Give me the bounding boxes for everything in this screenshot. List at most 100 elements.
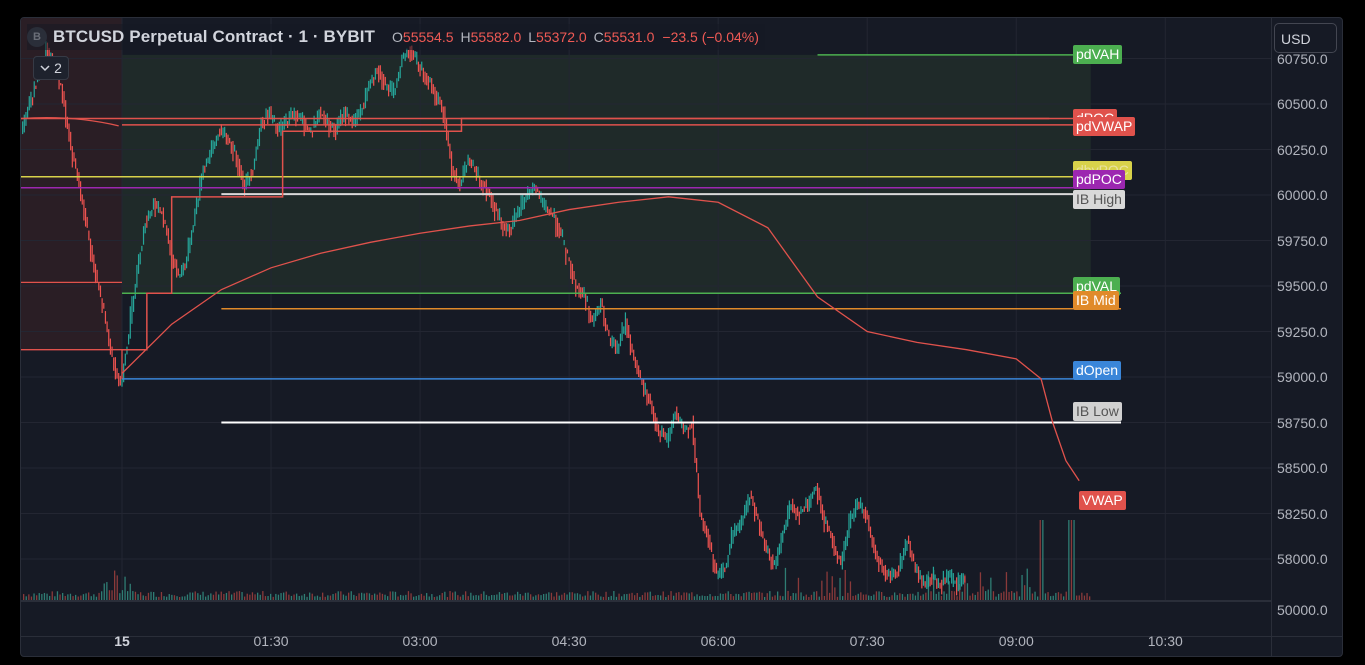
volume-bar: [639, 596, 641, 600]
volume-bar: [1068, 520, 1070, 600]
price-tick: 59000.0: [1277, 369, 1328, 385]
volume-bar: [743, 593, 745, 600]
volume-bar: [735, 593, 737, 600]
volume-bar: [355, 596, 358, 600]
price-axis[interactable]: [1271, 18, 1342, 656]
volume-bar: [777, 591, 779, 600]
volume-bar: [813, 591, 815, 600]
volume-bar: [738, 594, 740, 600]
volume-bar: [223, 594, 225, 600]
price-pane[interactable]: [21, 18, 1271, 600]
volume-bar: [1039, 520, 1041, 600]
volume-bar: [1029, 587, 1031, 600]
collapse-indicators-button[interactable]: 2: [33, 56, 69, 80]
volume-bar: [623, 594, 625, 600]
volume-bar: [186, 594, 189, 600]
price-tick: 60250.0: [1277, 141, 1328, 158]
volume-bar: [990, 577, 992, 600]
volume-bar: [210, 593, 212, 600]
volume-bar: [873, 594, 875, 600]
volume-bar: [842, 596, 844, 600]
volume-bar: [376, 594, 378, 600]
open-value: 55554.5: [402, 29, 454, 45]
volume-bar: [470, 592, 472, 600]
volume-bar: [797, 577, 800, 600]
low-label: L: [528, 29, 537, 45]
volume-bar: [439, 595, 441, 600]
time-axis[interactable]: [21, 636, 1271, 656]
symbol-title[interactable]: BTCUSD Perpetual Contract · 1 · BYBIT: [53, 27, 376, 46]
volume-bar: [280, 593, 282, 600]
volume-bar: [891, 595, 893, 600]
volume-bar: [779, 595, 781, 600]
volume-pane-divider[interactable]: [21, 600, 1271, 602]
volume-bar: [748, 591, 750, 600]
volume-bar: [277, 594, 280, 600]
volume-bar: [459, 596, 462, 600]
volume-bar: [262, 591, 264, 600]
volume-bar: [436, 596, 438, 600]
volume-bar: [1076, 595, 1078, 600]
volume-bar: [150, 591, 152, 600]
volume-bar: [192, 592, 194, 600]
volume-bar: [652, 595, 654, 600]
time-tick: 15: [114, 633, 130, 649]
volume-bar: [181, 596, 183, 600]
volume-bar: [363, 593, 365, 600]
volume-bar: [293, 594, 295, 600]
volume-bar: [270, 593, 272, 600]
pdpoc-label: pdPOC: [1073, 170, 1125, 190]
volume-bar: [314, 596, 316, 600]
volume-bar: [405, 594, 407, 600]
volume-bar: [907, 594, 909, 600]
volume-bar: [38, 593, 40, 600]
volume-bar: [1044, 593, 1047, 600]
volume-bar: [319, 596, 321, 600]
volume-bar: [732, 596, 735, 600]
volume-bar: [238, 591, 241, 600]
volume-bar: [909, 593, 911, 600]
volume-bar: [790, 596, 792, 600]
volume-bar: [82, 594, 85, 600]
volume-bar: [506, 592, 508, 600]
volume-bar: [595, 592, 597, 600]
volume-bar: [524, 592, 527, 600]
volume-bar: [498, 592, 501, 600]
high-value: 55582.0: [470, 29, 522, 45]
volume-bar: [485, 594, 488, 600]
volume-bar: [184, 596, 186, 600]
volume-bar: [285, 591, 287, 600]
volume-bar: [784, 567, 787, 600]
volume-bar: [350, 591, 352, 600]
price-tick: 60750.0: [1277, 50, 1328, 67]
volume-bar: [199, 594, 202, 600]
volume-bar: [236, 591, 238, 600]
price-tick: 58000.0: [1277, 551, 1328, 567]
volume-bar: [137, 594, 139, 600]
volume-bar: [176, 596, 178, 600]
volume-bar: [90, 596, 92, 600]
volume-bar: [345, 595, 347, 600]
volume-bar: [1050, 596, 1052, 600]
volume-bar: [712, 596, 714, 600]
volume-bar: [836, 596, 839, 600]
volume-bar: [1055, 592, 1057, 600]
vwap-line: [121, 196, 1080, 482]
currency-selector[interactable]: USD: [1274, 23, 1337, 53]
volume-bar: [420, 593, 423, 600]
volume-bar: [368, 593, 371, 600]
volume-bar: [745, 592, 748, 600]
volume-bar: [134, 591, 137, 600]
volume-bar: [173, 595, 176, 600]
volume-bar: [509, 595, 511, 600]
volume-bar: [886, 596, 888, 600]
volume-bar: [964, 574, 966, 600]
open-label: O: [392, 29, 403, 45]
volume-bar: [511, 595, 514, 600]
pdvah-label: pdVAH: [1073, 44, 1123, 64]
volume-bar: [121, 590, 124, 600]
volume-bar: [771, 596, 774, 600]
volume-bar: [865, 594, 867, 600]
volume-bar: [431, 594, 433, 600]
volume-bar: [545, 593, 547, 600]
